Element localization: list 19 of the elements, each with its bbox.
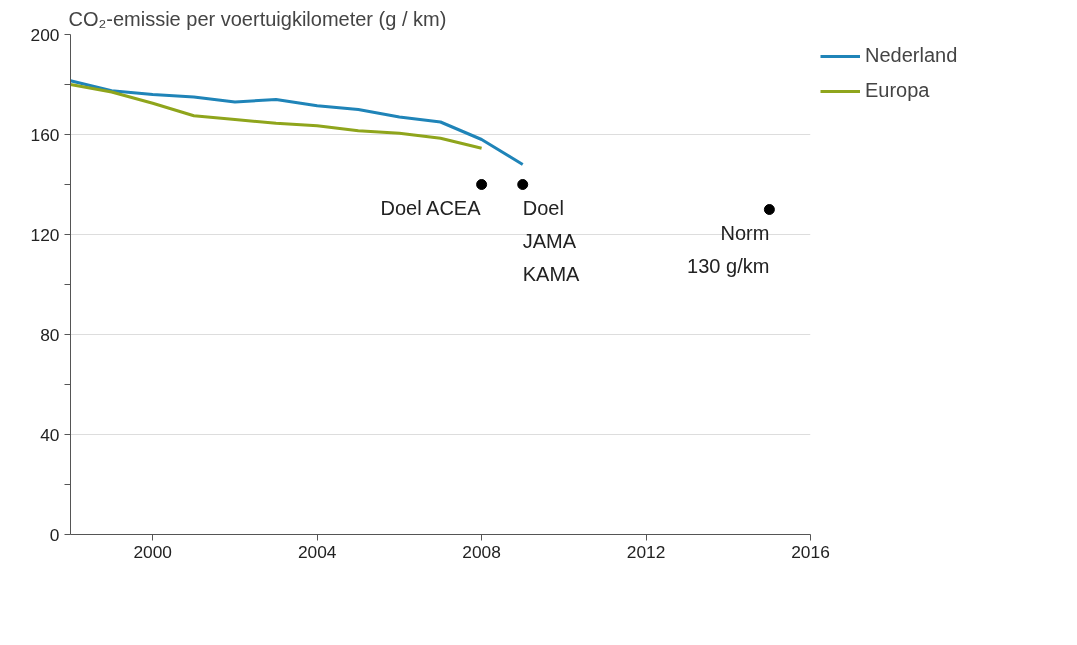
- x-tick-label: 2012: [626, 541, 666, 562]
- y-tick-label: 80: [40, 324, 60, 345]
- y-tick-label: 200: [30, 24, 60, 45]
- x-tick-label: 2000: [133, 541, 173, 562]
- legend-label: Europa: [865, 79, 930, 102]
- legend-label: Nederland: [865, 44, 958, 67]
- x-tick-label: 2016: [791, 541, 830, 562]
- line-series: [70, 83, 484, 150]
- annotation: Norm 130 g/km: [687, 221, 770, 277]
- line-series: [70, 79, 525, 166]
- y-tick-label: 40: [40, 424, 60, 445]
- y-tick-label: 160: [30, 124, 60, 145]
- x-tick-label: 2008: [462, 541, 501, 562]
- y-tick-label: 120: [30, 224, 60, 245]
- y-axis-title: CO₂-emissie per voertuigkilometer (g / km): [68, 7, 447, 30]
- y-tick-label: 0: [49, 524, 60, 545]
- annotation: Doel JAMA KAMA: [522, 196, 581, 285]
- x-tick-label: 2004: [297, 541, 337, 562]
- annotation: Doel ACEA: [380, 196, 482, 219]
